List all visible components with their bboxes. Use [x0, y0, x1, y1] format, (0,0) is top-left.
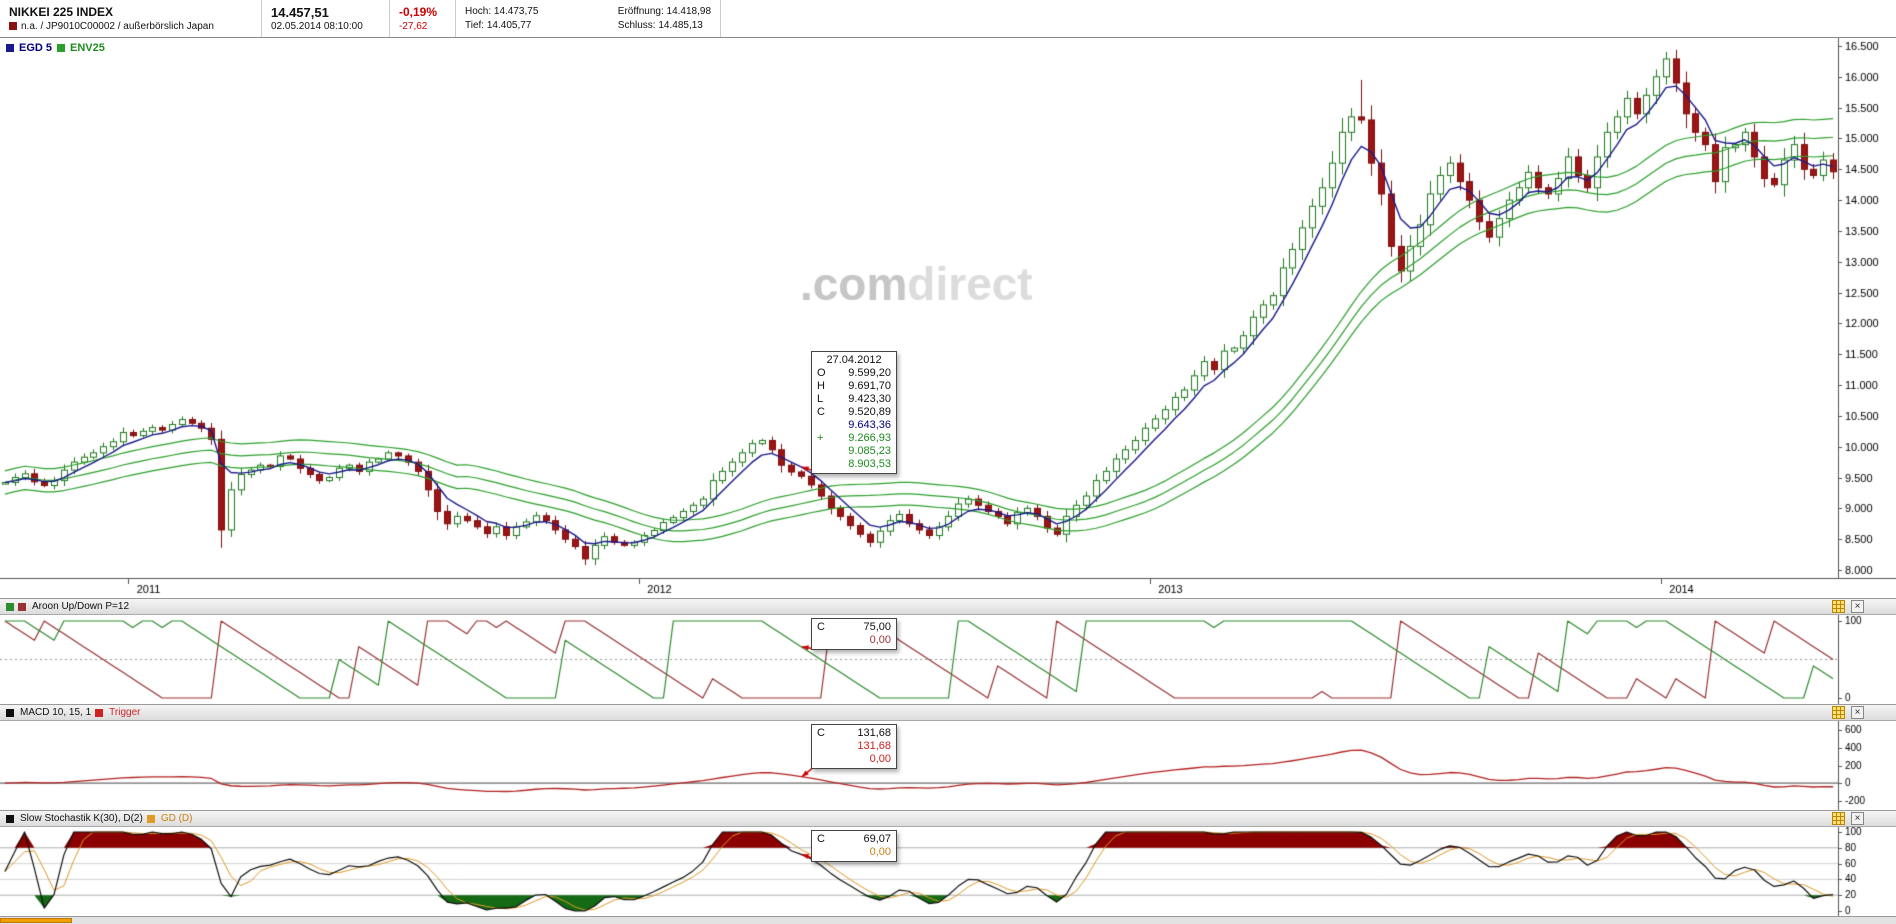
eroeffnung-label: Eröffnung: [617, 5, 664, 17]
panel-settings-icon[interactable] [1832, 812, 1845, 825]
instrument-subtitle: n.a. / JP9010C00002 / außerbörslich Japa… [21, 20, 214, 32]
schluss-label: Schluss: [617, 19, 656, 31]
panel-close-icon[interactable]: × [1851, 812, 1864, 825]
panel-settings-icon[interactable] [1832, 600, 1845, 613]
trigger-legend-label: Trigger [109, 707, 141, 718]
ohlc-stats-block: Hoch: 14.473,75 Eröffnung: 14.418,98 Tie… [456, 0, 722, 37]
trigger-swatch [95, 708, 104, 717]
hoch-value: 14.473,75 [493, 5, 539, 17]
panel-close-icon[interactable]: × [1851, 600, 1864, 613]
quote-block: 14.457,51 02.05.2014 08:10:00 [262, 0, 390, 37]
tief-value: 14.405,77 [486, 19, 532, 31]
instrument-icon [9, 22, 17, 30]
aroon-panel: Aroon Up/Down P=12 × C 75,00 0,00 [0, 598, 1896, 704]
change-block: -0,19% -27,62 [390, 0, 456, 37]
change-percent: -0,19% [399, 4, 438, 19]
instrument-id-block: NIKKEI 225 INDEX n.a. / JP9010C00002 / a… [0, 0, 262, 37]
macd-panel-header: MACD 10, 15, 1 Trigger × [0, 704, 1896, 721]
macd-panel: MACD 10, 15, 1 Trigger × C 131,68 131,68 … [0, 704, 1896, 810]
env-legend-swatch [57, 44, 66, 52]
change-absolute: -27,62 [399, 20, 428, 32]
macd-swatch [6, 708, 14, 717]
price-tooltip: 27.04.2012 O 9.599,20 H 9.691,70 L 9.423,30… [811, 351, 898, 475]
aroon-down-swatch [18, 602, 26, 611]
quote-timestamp: 02.05.2014 08:10:00 [271, 20, 363, 32]
instrument-title: NIKKEI 225 INDEX [9, 4, 114, 19]
stochastic-chart-canvas[interactable] [0, 827, 1896, 916]
macd-tooltip: C 131,68 131,68 0,00 [811, 724, 898, 769]
timeline-scrollbar[interactable] [0, 916, 1896, 924]
gd-legend-label: GD (D) [160, 813, 193, 824]
macd-legend-label: MACD 10, 15, 1 [20, 707, 92, 718]
timeline-scrollbar-handle[interactable] [0, 918, 72, 923]
eroeffnung-value: 14.418,98 [666, 5, 712, 17]
egd-legend-label: EGD 5 [19, 42, 53, 54]
price-chart-legend: EGD 5 ENV25 [6, 42, 105, 54]
macd-chart-canvas[interactable] [0, 721, 1896, 810]
price-chart-canvas[interactable] [0, 38, 1896, 598]
tooltip-date: 27.04.2012 [826, 354, 882, 367]
hoch-label: Hoch: [465, 5, 492, 17]
aroon-chart-canvas[interactable] [0, 615, 1896, 704]
instrument-header: NIKKEI 225 INDEX n.a. / JP9010C00002 / a… [0, 0, 1896, 38]
stochastic-tooltip: C 69,07 0,00 [811, 830, 898, 862]
aroon-tooltip: C 75,00 0,00 [811, 618, 898, 650]
aroon-legend-label: Aroon Up/Down P=12 [32, 601, 130, 612]
env-legend-label: ENV25 [70, 42, 105, 54]
tief-label: Tief: [465, 19, 485, 31]
aroon-up-swatch [6, 602, 14, 611]
last-price: 14.457,51 [271, 4, 329, 20]
stochastic-panel: Slow Stochastik K(30), D(2) GD (D) × C 69… [0, 810, 1896, 916]
stochastic-legend-label: Slow Stochastik K(30), D(2) [20, 813, 143, 824]
egd-legend-swatch [6, 44, 14, 52]
stochastic-panel-header: Slow Stochastik K(30), D(2) GD (D) × [0, 810, 1896, 827]
schluss-value: 14.485,13 [658, 19, 703, 31]
panel-close-icon[interactable]: × [1851, 706, 1864, 719]
panel-settings-icon[interactable] [1832, 706, 1845, 719]
price-chart-panel: EGD 5 ENV25 27.04.2012 O 9.599,20 H 9.691,… [0, 38, 1896, 598]
gd-swatch [146, 814, 155, 823]
stochastic-swatch [6, 814, 14, 823]
aroon-panel-header: Aroon Up/Down P=12 × [0, 598, 1896, 615]
